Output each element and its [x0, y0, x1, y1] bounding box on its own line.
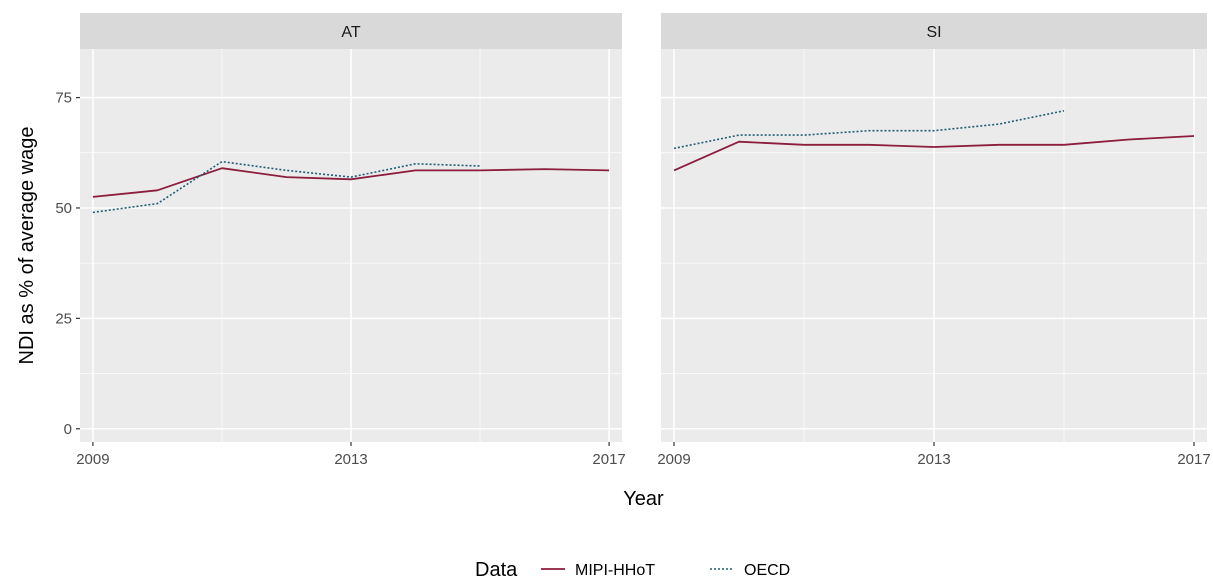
y-tick-label: 50 [55, 200, 72, 217]
series-line-at-oecd [92, 160, 481, 214]
x-tick-label: 2017 [1177, 451, 1210, 468]
strip-label-at: AT [341, 24, 360, 41]
legend-label-mipi-hhot: MIPI-HHoT [575, 562, 655, 579]
legend-title: Data [475, 559, 518, 581]
x-tick-label: 2009 [657, 451, 690, 468]
y-tick-label: 0 [64, 421, 72, 438]
y-tick-label: 25 [55, 310, 72, 327]
panel-si: SI 2009 2013 2017 [657, 13, 1211, 468]
strip-label-si: SI [926, 24, 941, 41]
panel-at: AT 2009 2013 2017 [76, 13, 626, 468]
x-tick-label: 2017 [592, 451, 625, 468]
x-axis-title: Year [623, 488, 664, 510]
legend: Data MIPI-HHoT OECD [475, 559, 790, 581]
series-line-si-oecd [673, 110, 1065, 150]
strip-si [661, 13, 1207, 49]
series-line-at-mipi-hhot [92, 167, 610, 198]
x-tick-label: 2009 [76, 451, 109, 468]
y-tick-label: 75 [55, 90, 72, 107]
x-tick-label: 2013 [917, 451, 950, 468]
strip-at [80, 13, 622, 49]
y-axis: 0 25 50 75 [55, 90, 80, 438]
y-axis-title: NDI as % of average wage [16, 127, 38, 365]
series-line-si-mipi-hhot [673, 135, 1195, 172]
panels-layer: AT 2009 2013 2017 SI 2009 2013 2017 [76, 13, 1211, 468]
legend-label-oecd: OECD [744, 562, 790, 579]
x-tick-label: 2013 [334, 451, 367, 468]
